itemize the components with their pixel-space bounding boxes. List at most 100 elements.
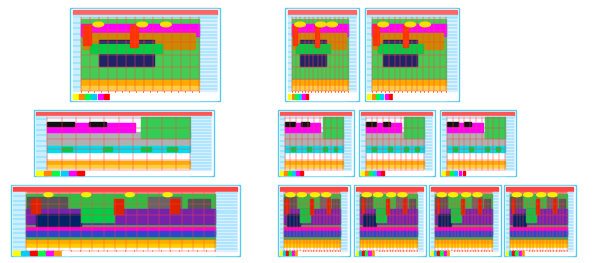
Bar [285,199,288,213]
Bar [292,251,295,255]
Bar [361,171,364,175]
Bar [104,94,109,99]
Circle shape [437,193,447,197]
Bar [447,117,505,129]
Bar [73,18,81,91]
Bar [48,161,190,165]
Bar [36,214,81,226]
Bar [284,227,340,233]
Bar [110,94,115,99]
Bar [38,251,45,255]
Bar [464,122,471,125]
Bar [73,10,217,15]
Bar [525,251,527,255]
Bar [48,123,135,132]
Bar [13,251,21,255]
Bar [404,117,424,138]
Bar [48,165,190,169]
Bar [371,94,375,99]
Bar [81,19,199,80]
Bar [323,117,343,138]
Bar [284,248,340,255]
Bar [79,94,84,99]
Bar [62,146,72,151]
Bar [435,248,492,255]
Bar [141,117,190,138]
Bar [285,122,295,125]
Bar [369,171,372,175]
Bar [52,171,59,175]
Bar [48,117,190,129]
Bar [435,244,492,248]
Bar [13,192,237,193]
Bar [447,123,483,132]
Bar [332,199,339,209]
Bar [83,33,195,49]
Circle shape [462,193,471,197]
Bar [367,10,457,15]
Bar [359,110,435,176]
Bar [515,251,518,255]
Bar [36,112,211,116]
Bar [348,18,356,91]
Bar [496,146,500,151]
Bar [81,24,199,36]
Bar [356,187,423,191]
Circle shape [420,22,431,27]
Bar [285,146,343,152]
Bar [506,186,573,255]
Bar [372,19,446,80]
Bar [85,94,90,99]
Bar [31,199,40,213]
Bar [81,91,199,100]
Circle shape [315,22,326,27]
Circle shape [93,22,104,27]
Bar [512,251,515,255]
Bar [442,116,514,117]
Bar [435,227,492,233]
Bar [388,146,392,151]
Bar [366,165,424,169]
Bar [280,117,285,170]
Bar [354,185,426,256]
Bar [92,94,96,99]
Bar [403,199,406,213]
Bar [446,18,457,91]
Bar [459,171,461,175]
Bar [69,171,76,175]
Bar [310,94,312,99]
Bar [447,171,449,175]
Bar [293,33,346,49]
Bar [376,94,379,99]
Bar [36,171,43,175]
Bar [431,251,434,255]
Bar [288,171,291,175]
Circle shape [387,193,396,197]
Bar [280,171,283,175]
Bar [188,199,210,209]
Bar [284,194,340,240]
Bar [403,25,407,47]
Circle shape [373,193,382,197]
Bar [447,169,505,175]
Bar [70,8,220,101]
Bar [26,209,215,224]
Bar [371,251,374,255]
Bar [360,244,417,248]
Bar [485,117,505,138]
Bar [292,19,348,80]
Bar [378,44,423,53]
Bar [44,171,51,175]
Bar [506,192,510,251]
Bar [60,171,68,175]
Bar [510,194,567,240]
Bar [383,40,417,65]
Bar [26,227,215,233]
Bar [366,132,424,147]
Bar [288,94,290,99]
Bar [306,94,309,99]
Bar [88,122,106,125]
Bar [289,251,292,255]
Circle shape [160,22,171,27]
Bar [366,146,424,152]
